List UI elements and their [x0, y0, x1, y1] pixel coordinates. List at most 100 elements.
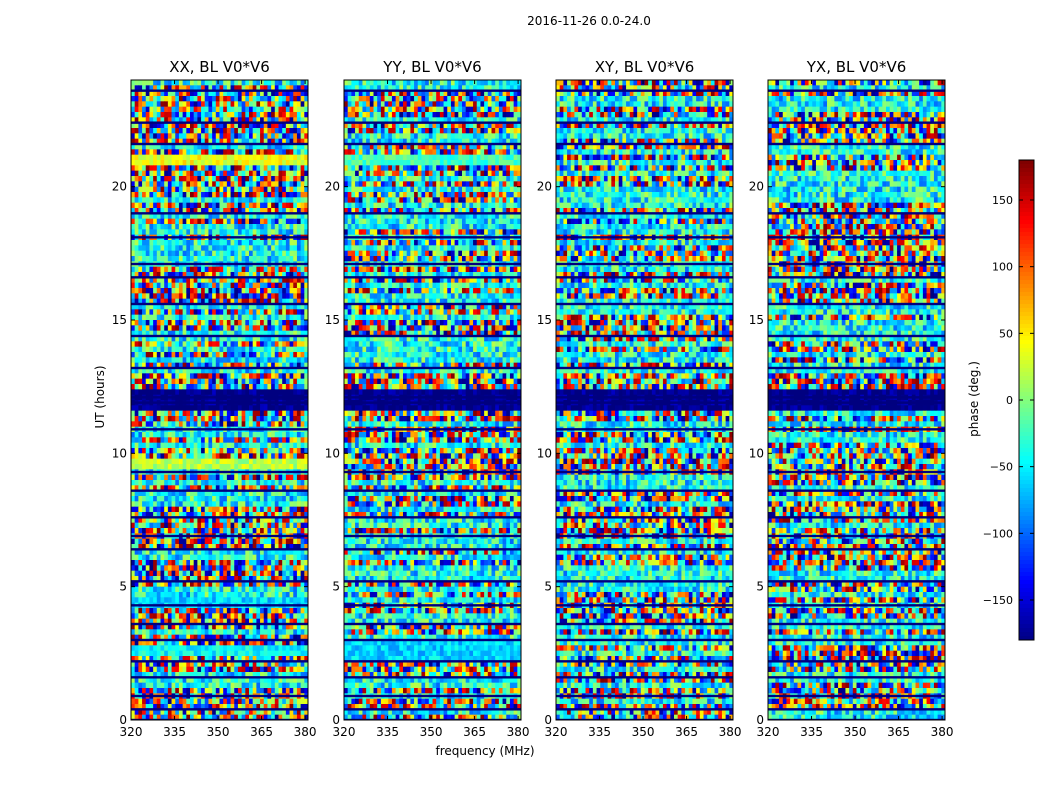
heatmap-cell	[201, 138, 206, 145]
heatmap-cell	[131, 512, 136, 518]
heatmap-cell	[282, 197, 287, 204]
heatmap-cell	[296, 330, 302, 337]
heatmap-cell	[175, 160, 180, 166]
heatmap-cell	[215, 421, 220, 428]
heatmap-cell	[167, 480, 172, 486]
heatmap-cell	[160, 362, 165, 369]
heatmap-cell	[274, 474, 279, 481]
heatmap-cell	[278, 512, 283, 518]
heatmap-cell	[167, 101, 172, 108]
heatmap-cell	[186, 586, 191, 593]
heatmap-cell	[212, 624, 217, 630]
heatmap-cell	[226, 442, 231, 449]
heatmap-cell	[204, 389, 209, 396]
heatmap-cell	[271, 282, 276, 289]
heatmap-cell	[278, 293, 283, 300]
heatmap-cell	[263, 218, 268, 225]
heatmap-cell	[237, 298, 243, 305]
heatmap-cell	[142, 128, 147, 134]
heatmap-cell	[260, 138, 265, 145]
heatmap-cell	[178, 90, 184, 97]
heatmap-cell	[278, 474, 283, 481]
heatmap-cell	[271, 309, 276, 316]
heatmap-cell	[249, 256, 254, 262]
heatmap-cell	[175, 378, 180, 385]
heatmap-cell	[285, 613, 290, 620]
heatmap-cell	[241, 554, 246, 561]
heatmap-cell	[178, 298, 184, 305]
heatmap-cell	[142, 528, 147, 534]
heatmap-cell	[171, 480, 176, 486]
heatmap-cell	[271, 592, 276, 598]
heatmap-cell	[208, 85, 213, 92]
heatmap-cell	[223, 613, 228, 620]
heatmap-cell	[289, 352, 294, 358]
heatmap-cell	[178, 485, 184, 492]
heatmap-cell	[149, 389, 154, 396]
heatmap-cell	[178, 538, 184, 545]
heatmap-cell	[215, 181, 220, 188]
heatmap-cell	[274, 629, 279, 636]
heatmap-cell	[186, 538, 191, 545]
heatmap-cell	[267, 101, 272, 108]
heatmap-cell	[296, 453, 302, 460]
heatmap-cell	[293, 325, 298, 332]
heatmap-cell	[219, 517, 224, 524]
heatmap-cell	[226, 240, 231, 246]
heatmap-cell	[197, 224, 202, 230]
heatmap-cell	[160, 458, 165, 465]
heatmap-cell	[142, 608, 147, 614]
heatmap-cell	[149, 592, 154, 598]
heatmap-cell	[256, 272, 261, 278]
heatmap-cell	[241, 618, 246, 625]
heatmap-cell	[190, 282, 195, 289]
heatmap-cell	[134, 298, 139, 305]
heatmap-cell	[204, 618, 209, 625]
heatmap-cell	[208, 570, 213, 577]
heatmap-cell	[252, 474, 257, 481]
heatmap-cell	[142, 624, 147, 630]
heatmap-cell	[175, 272, 180, 278]
heatmap-cell	[249, 544, 254, 550]
heatmap-cell	[182, 506, 187, 513]
heatmap-cell	[149, 165, 154, 172]
heatmap-cell	[237, 453, 243, 460]
heatmap-cell	[289, 624, 294, 630]
heatmap-cell	[278, 362, 283, 369]
heatmap-cell	[260, 373, 265, 380]
heatmap-cell	[230, 288, 235, 294]
heatmap-cell	[263, 629, 268, 636]
heatmap-cell	[175, 448, 180, 454]
heatmap-cell	[190, 197, 195, 204]
heatmap-cell	[190, 368, 195, 374]
heatmap-cell	[274, 288, 279, 294]
heatmap-cell	[293, 106, 298, 113]
heatmap-cell	[234, 213, 239, 220]
heatmap-cell	[285, 320, 290, 326]
heatmap-cell	[245, 128, 250, 134]
heatmap-cell	[267, 405, 272, 412]
heatmap-cell	[237, 613, 243, 620]
heatmap-cell	[230, 213, 235, 220]
heatmap-cell	[204, 384, 209, 390]
heatmap-cell	[215, 336, 220, 342]
heatmap-cell	[260, 213, 265, 220]
heatmap-cell	[230, 272, 235, 278]
heatmap-cell	[296, 85, 302, 92]
heatmap-cell	[193, 229, 198, 236]
heatmap-cell	[274, 80, 279, 86]
heatmap-cell	[260, 405, 265, 412]
heatmap-cell	[267, 250, 272, 257]
heatmap-cell	[300, 330, 305, 337]
heatmap-cell	[197, 293, 202, 300]
heatmap-cell	[212, 549, 217, 556]
heatmap-cell	[285, 448, 290, 454]
heatmap-cell	[131, 213, 136, 220]
heatmap-cell	[241, 90, 246, 97]
heatmap-cell	[160, 485, 165, 492]
heatmap-cell	[267, 149, 272, 156]
heatmap-cell	[197, 282, 202, 289]
heatmap-cell	[256, 357, 261, 364]
heatmap-cell	[230, 357, 235, 364]
heatmap-cell	[304, 368, 308, 374]
